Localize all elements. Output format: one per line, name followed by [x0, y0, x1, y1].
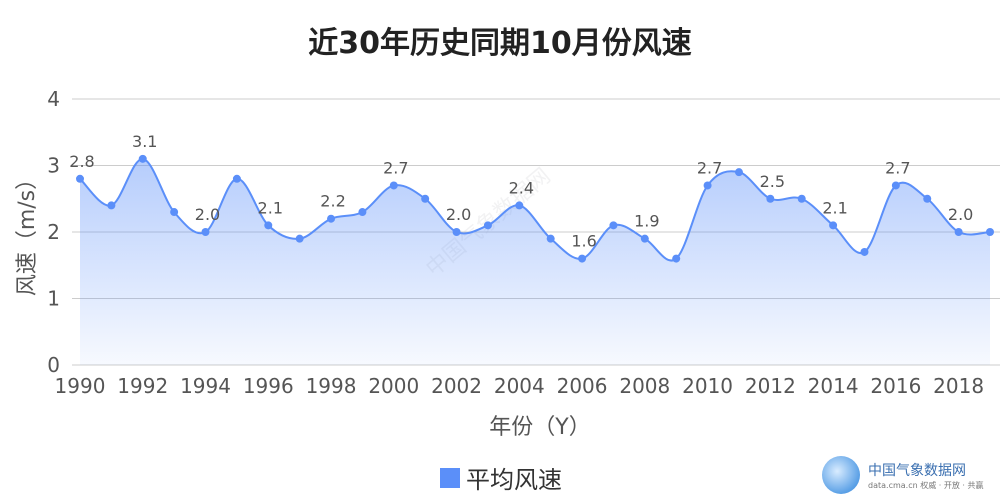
data-point — [672, 254, 681, 263]
x-tick-labels: 1990 1992 1994 1996 1998 2000 2002 2004 2006 2008… — [55, 374, 985, 398]
data-point — [170, 208, 179, 217]
x-tick-label: 2002 — [431, 374, 482, 398]
data-point — [389, 181, 398, 190]
data-point — [264, 221, 273, 230]
area-fill — [80, 158, 990, 365]
data-label: 2.0 — [948, 205, 973, 224]
data-point — [609, 221, 618, 230]
data-label: 2.1 — [822, 198, 847, 217]
data-label: 2.1 — [258, 198, 283, 217]
y-tick-label: 0 — [47, 353, 60, 377]
legend-swatch — [440, 467, 460, 488]
series-points — [76, 154, 994, 263]
y-tick-label: 2 — [47, 220, 60, 244]
data-point — [515, 201, 524, 210]
data-point — [201, 228, 210, 236]
legend-label: 平均风速 — [466, 466, 562, 494]
y-axis-label: 风速（m/s） — [15, 168, 40, 296]
chart-title: 近30年历史同期10月份风速 — [308, 26, 692, 61]
data-label: 2.7 — [697, 158, 722, 177]
x-tick-label: 2000 — [368, 374, 419, 398]
x-tick-label: 2012 — [745, 374, 796, 398]
data-point — [860, 247, 869, 256]
data-label: 2.2 — [320, 192, 345, 211]
x-tick-label: 1992 — [117, 374, 168, 398]
data-point — [703, 181, 712, 190]
data-point — [954, 228, 963, 236]
brand-url: data.cma.cn 权威 · 开放 · 共赢 — [868, 480, 984, 490]
data-point — [734, 168, 743, 177]
x-tick-label: 2018 — [933, 374, 984, 398]
y-tick-label: 1 — [47, 287, 60, 311]
data-point — [546, 234, 555, 243]
data-label: 2.7 — [885, 158, 910, 177]
x-tick-label: 1998 — [306, 374, 357, 398]
data-point — [483, 221, 492, 230]
data-label: 1.9 — [634, 212, 659, 231]
data-point — [797, 194, 806, 203]
data-label: 2.5 — [760, 172, 785, 191]
legend[interactable]: 平均风速 — [440, 460, 562, 495]
data-point — [923, 194, 932, 203]
data-point — [452, 228, 461, 236]
data-label: 2.8 — [69, 152, 94, 171]
y-tick-label: 4 — [47, 87, 60, 111]
data-label: 2.0 — [195, 205, 220, 224]
x-tick-label: 2004 — [494, 374, 545, 398]
data-point — [640, 234, 649, 243]
x-tick-label: 2006 — [557, 374, 608, 398]
y-tick-label: 3 — [47, 154, 60, 178]
data-label: 2.4 — [509, 178, 534, 197]
data-point — [138, 154, 147, 163]
x-tick-label: 1994 — [180, 374, 231, 398]
data-point — [327, 214, 336, 223]
x-tick-label: 2014 — [808, 374, 859, 398]
brand-logo-block: 中国气象数据网 data.cma.cn 权威 · 开放 · 共赢 — [822, 456, 983, 494]
data-point — [986, 228, 994, 236]
data-point — [76, 174, 84, 183]
x-axis-label: 年份（Y） — [489, 415, 590, 440]
data-point — [295, 234, 304, 243]
x-tick-label: 2010 — [682, 374, 733, 398]
data-point — [829, 221, 838, 230]
data-label: 2.7 — [383, 158, 408, 177]
x-tick-label: 2008 — [619, 374, 670, 398]
series-area — [80, 158, 990, 365]
y-tick-labels: 0 1 2 3 4 — [47, 87, 60, 377]
x-tick-label: 1996 — [243, 374, 294, 398]
data-point — [421, 194, 430, 203]
data-label: 2.0 — [446, 205, 471, 224]
data-point — [578, 254, 587, 263]
brand-name: 中国气象数据网 — [868, 462, 966, 479]
data-label: 3.1 — [132, 132, 157, 151]
data-point — [107, 201, 116, 210]
x-tick-label: 1990 — [55, 374, 106, 398]
x-tick-label: 2016 — [870, 374, 921, 398]
data-label: 1.6 — [571, 232, 596, 251]
data-point — [891, 181, 900, 190]
data-labels: 2.8 3.1 2.0 2.1 2.2 2.7 2.0 2.4 1.6 1.9 2.7 2.5 2.1 2… — [69, 132, 973, 251]
data-point — [232, 174, 241, 183]
data-point — [358, 208, 367, 217]
data-point — [766, 194, 775, 203]
brand-logo-icon — [822, 456, 860, 494]
